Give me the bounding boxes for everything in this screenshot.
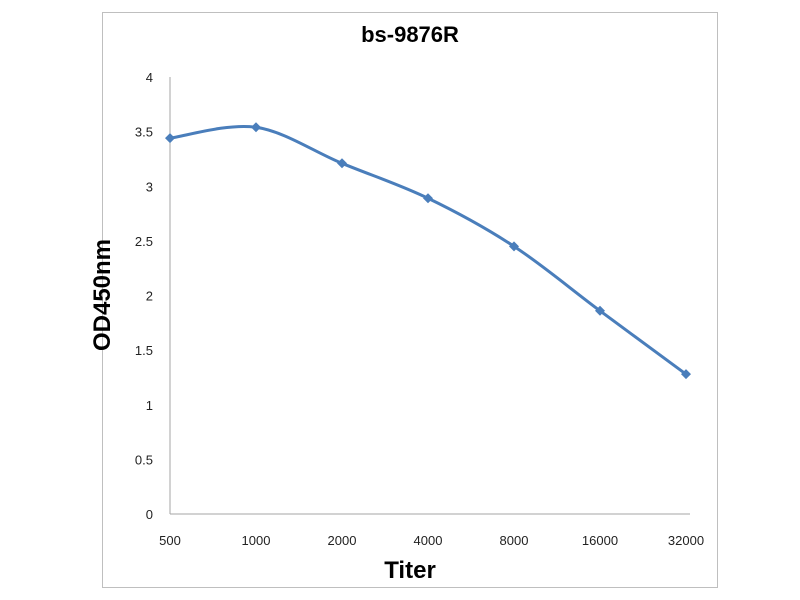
x-tick-label: 16000	[582, 533, 618, 548]
y-tick-label: 4	[146, 70, 153, 85]
y-tick-label: 1.5	[135, 343, 153, 358]
y-axis-label: OD450nm	[89, 239, 116, 351]
data-point-marker	[337, 158, 347, 169]
data-point-marker	[595, 305, 605, 316]
x-tick-label: 1000	[242, 533, 271, 548]
chart-frame	[102, 12, 718, 588]
y-tick-label: 0.5	[135, 452, 153, 467]
data-point-marker	[681, 369, 691, 380]
y-tick-label: 2	[146, 289, 153, 304]
x-tick-label: 500	[159, 533, 181, 548]
x-tick-label: 32000	[668, 533, 704, 548]
x-tick-label: 4000	[414, 533, 443, 548]
y-tick-label: 1	[146, 398, 153, 413]
data-point-marker	[251, 122, 261, 133]
series-line	[169, 124, 687, 376]
x-tick-label: 8000	[500, 533, 529, 548]
data-point-marker	[423, 193, 433, 204]
y-tick-label: 3	[146, 179, 153, 194]
x-tick-label: 2000	[328, 533, 357, 548]
data-point-marker	[509, 241, 519, 252]
x-axis-label: Titer	[384, 557, 436, 584]
y-tick-label: 2.5	[135, 234, 153, 249]
y-tick-label: 0	[146, 507, 153, 522]
data-point-marker	[165, 133, 175, 144]
chart-title: bs-9876R	[361, 22, 459, 47]
y-tick-label: 3.5	[135, 125, 153, 140]
